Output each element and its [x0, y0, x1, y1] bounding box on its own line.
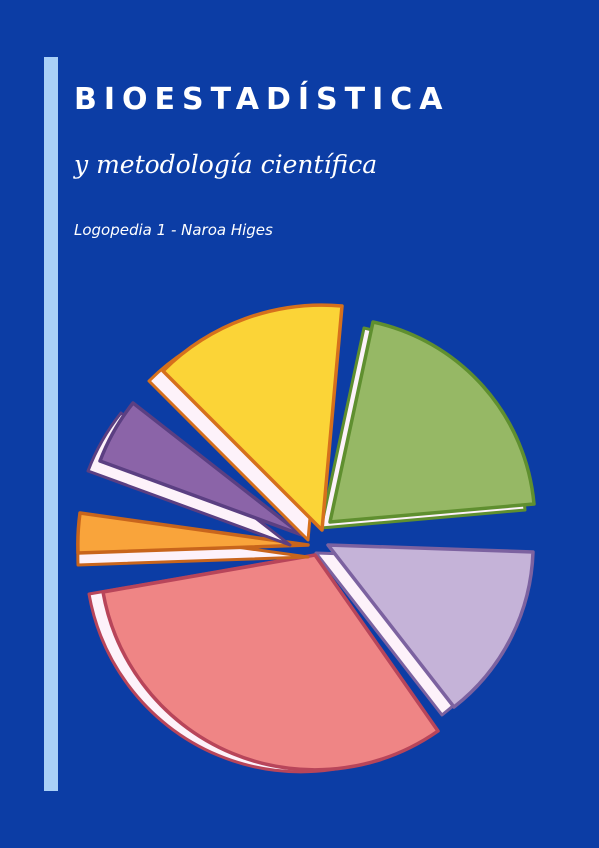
wedge — [76, 511, 310, 555]
author-line: Logopedia 1 - Naroa Higes — [74, 221, 273, 239]
wedge — [161, 303, 344, 532]
wedge — [328, 320, 536, 524]
side-bar — [44, 57, 58, 791]
wedge — [98, 401, 304, 537]
wedge — [101, 553, 440, 772]
subtitle: y metodología científica — [74, 150, 378, 179]
wedge — [326, 543, 535, 709]
title: BIOESTADÍSTICA — [74, 82, 450, 117]
